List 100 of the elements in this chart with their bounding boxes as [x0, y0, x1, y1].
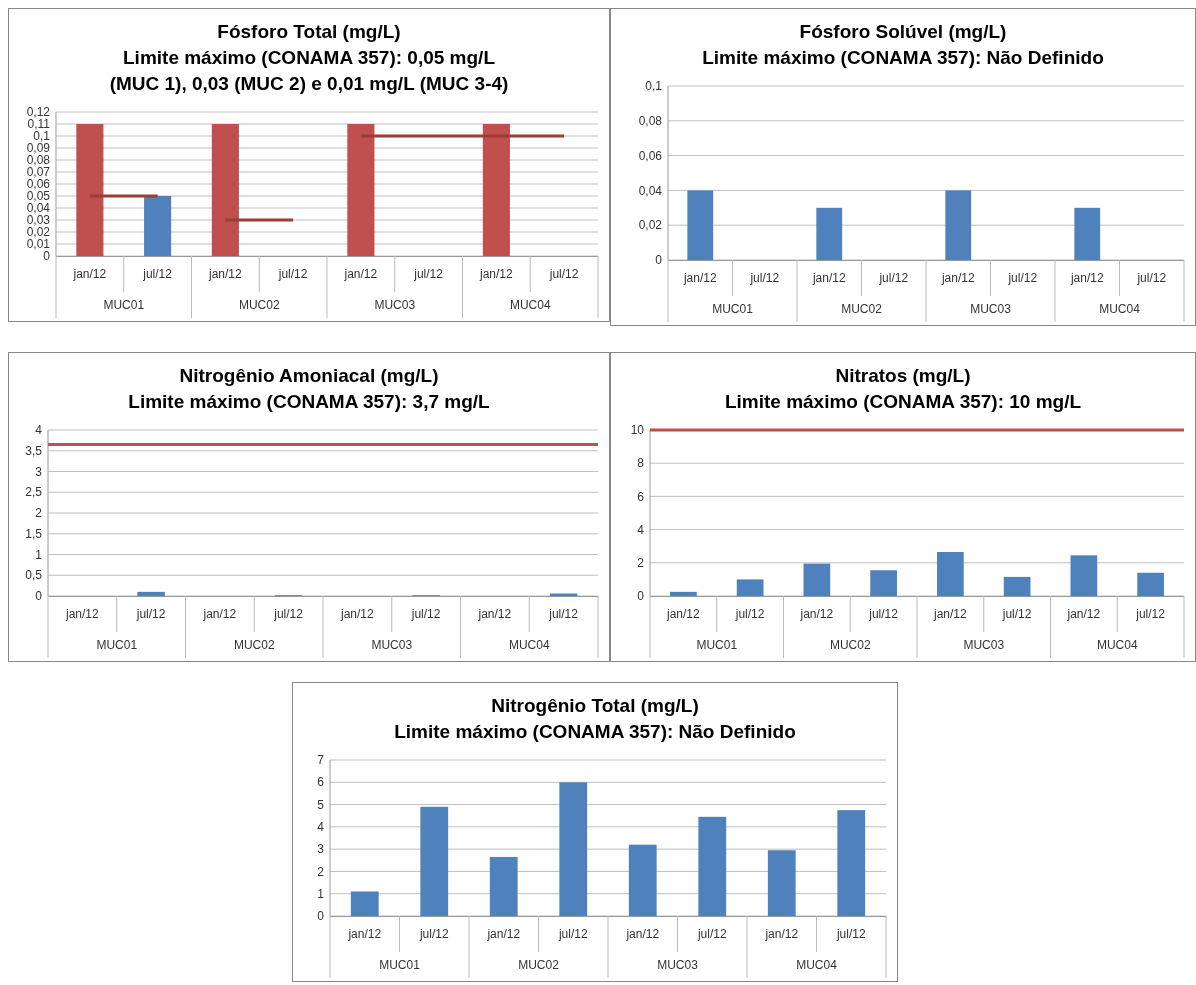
bar [937, 552, 964, 596]
bar [489, 856, 518, 916]
text: MUC03 [657, 958, 699, 972]
x-tick-label: jul/12 [749, 271, 780, 285]
bar [1070, 555, 1098, 596]
text: MUC01 [96, 638, 138, 652]
x-tick-label: jan/12 [799, 607, 834, 621]
x-tick-label: jan/12 [940, 271, 975, 285]
x-tick-label: jul/12 [696, 927, 727, 941]
chart-subtitle: Limite máximo (CONAMA 357): Não Definido [702, 47, 1104, 68]
y-tick-label: 0 [637, 589, 645, 604]
text: MUC02 [841, 302, 883, 316]
y-tick-label: 0,01 [26, 237, 51, 252]
y-tick-label: 0,11 [27, 117, 51, 132]
y-tick-label: 0,04 [26, 201, 51, 216]
y-tick-label: 4 [317, 820, 325, 835]
x-tick-label: jul/12 [1001, 607, 1032, 621]
x-tick-label: jul/12 [548, 607, 579, 621]
text: MUC03 [970, 302, 1012, 316]
x-tick-label: jan/12 [65, 607, 100, 621]
y-tick-label: 0 [35, 589, 43, 604]
text: MUC03 [963, 638, 1005, 652]
bar [559, 782, 588, 916]
bar [870, 570, 897, 596]
bar [420, 806, 449, 916]
y-tick-label: 3,5 [25, 443, 43, 458]
y-tick-label: 0,08 [638, 114, 663, 128]
y-tick-label: 0,12 [26, 105, 51, 120]
bar [767, 850, 796, 916]
y-tick-label: 3 [317, 842, 325, 857]
text: MUC02 [238, 298, 280, 312]
y-tick-label: 6 [317, 775, 325, 790]
chart-subtitle: Limite máximo (CONAMA 357): 3,7 mg/L [128, 391, 491, 412]
y-tick-label: 0 [43, 249, 51, 264]
x-tick-label: jan/12 [1069, 271, 1104, 285]
x-tick-label: jul/12 [835, 927, 866, 941]
y-tick-label: 4 [35, 423, 43, 438]
chart-subtitle: Limite máximo (CONAMA 357): 10 mg/L [724, 391, 1082, 412]
x-tick-label: jan/12 [811, 271, 846, 285]
text: MUC04 [508, 638, 550, 652]
bar [350, 891, 379, 916]
text: MUC04 [1099, 302, 1141, 316]
y-tick-label: 0 [655, 253, 663, 268]
chart-subtitle: Limite máximo (CONAMA 357): Não Definido [394, 721, 796, 742]
y-tick-label: 2 [637, 556, 645, 570]
y-tick-label: 0,04 [638, 183, 663, 198]
x-tick-label: jan/12 [202, 607, 237, 621]
y-tick-label: 4 [637, 522, 645, 537]
text: MUC02 [233, 638, 275, 652]
x-tick-label: jul/12 [868, 607, 899, 621]
y-tick-label: 0,09 [26, 141, 51, 156]
x-tick-label: jan/12 [1066, 607, 1101, 621]
x-tick-label: jul/12 [878, 271, 909, 285]
x-tick-label: jul/12 [1136, 271, 1167, 285]
chart-title: Nitrogênio Amoniacal (mg/L) [179, 365, 439, 386]
bar [1137, 572, 1164, 596]
y-tick-label: 0,07 [26, 165, 51, 180]
text: MUC01 [712, 302, 754, 316]
text: MUC02 [518, 958, 560, 972]
bar [1003, 576, 1031, 596]
x-tick-label: jan/12 [486, 927, 521, 941]
y-tick-label: 0 [317, 909, 325, 924]
y-tick-label: 0,06 [26, 177, 51, 192]
x-tick-label: jul/12 [557, 927, 588, 941]
bar [628, 844, 657, 916]
x-tick-label: jul/12 [277, 267, 308, 281]
x-tick-label: jul/12 [1135, 607, 1166, 621]
y-tick-label: 0,03 [26, 213, 51, 228]
y-tick-label: 0,1 [645, 79, 663, 94]
x-tick-label: jul/12 [1007, 271, 1038, 285]
x-tick-label: jul/12 [135, 607, 166, 621]
x-tick-label: jan/12 [72, 267, 107, 281]
y-tick-label: 8 [637, 456, 645, 471]
chart-subtitle: Limite máximo (CONAMA 357): 0,05 mg/L (MUC 1), 0,03 (MUC 2) e 0,01 mg/L (MUC 3-4) [109, 47, 509, 94]
bar [803, 563, 831, 596]
text: MUC04 [1096, 638, 1138, 652]
x-tick-label: jul/12 [418, 927, 449, 941]
y-tick-label: 0,1 [33, 129, 51, 144]
y-tick-label: 0,08 [26, 153, 51, 168]
text: MUC03 [374, 298, 416, 312]
x-tick-label: jul/12 [142, 267, 173, 281]
x-tick-label: jan/12 [933, 607, 968, 621]
x-tick-label: jul/12 [273, 607, 304, 621]
y-tick-label: 0,05 [26, 189, 51, 204]
bar [670, 591, 697, 596]
y-tick-label: 2 [35, 506, 43, 521]
y-tick-label: 7 [317, 753, 325, 768]
y-tick-label: 1 [35, 547, 43, 562]
x-tick-label: jan/12 [347, 927, 382, 941]
y-tick-label: 1,5 [25, 526, 43, 541]
chart-title: Nitrogênio Total (mg/L) [491, 695, 699, 716]
x-tick-label: jan/12 [208, 267, 243, 281]
x-tick-label: jan/12 [666, 607, 701, 621]
x-tick-label: jan/12 [625, 927, 660, 941]
text: MUC03 [371, 638, 413, 652]
chart-title: Nitratos (mg/L) [835, 365, 971, 386]
chart-title: Fósforo Total (mg/L) [217, 21, 401, 42]
text: MUC04 [509, 298, 551, 312]
y-tick-label: 2 [317, 864, 325, 879]
x-tick-label: jan/12 [343, 267, 378, 281]
